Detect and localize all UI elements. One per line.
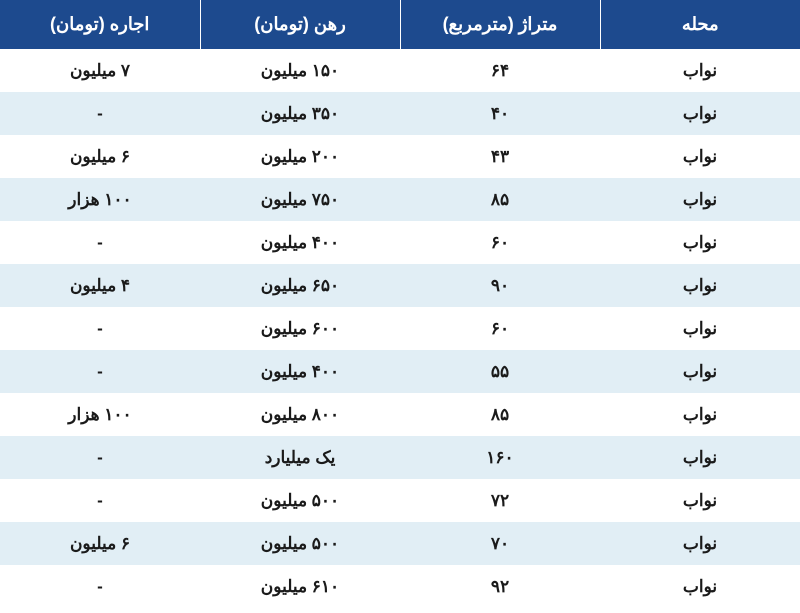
cell-area: ۵۵ <box>400 350 600 393</box>
cell-area: ۹۰ <box>400 264 600 307</box>
col-header-area: متراژ (مترمربع) <box>400 0 600 49</box>
cell-rent: ۷ میلیون <box>0 49 200 92</box>
cell-rent: ۶ میلیون <box>0 522 200 565</box>
cell-area: ۱۶۰ <box>400 436 600 479</box>
table-body: نواب۶۴۱۵۰ میلیون۷ میلیوننواب۴۰۳۵۰ میلیون… <box>0 49 800 608</box>
cell-area: ۸۵ <box>400 393 600 436</box>
cell-neighborhood: نواب <box>600 479 800 522</box>
table-header-row: محله متراژ (مترمربع) رهن (تومان) اجاره (… <box>0 0 800 49</box>
cell-rent: ۴ میلیون <box>0 264 200 307</box>
table-row: نواب۶۰۶۰۰ میلیون- <box>0 307 800 350</box>
cell-area: ۸۵ <box>400 178 600 221</box>
cell-rent: - <box>0 350 200 393</box>
table-row: نواب۷۰۵۰۰ میلیون۶ میلیون <box>0 522 800 565</box>
cell-area: ۶۰ <box>400 221 600 264</box>
cell-deposit: ۱۵۰ میلیون <box>200 49 400 92</box>
cell-neighborhood: نواب <box>600 565 800 608</box>
table-row: نواب۹۲۶۱۰ میلیون- <box>0 565 800 608</box>
table-row: نواب۶۰۴۰۰ میلیون- <box>0 221 800 264</box>
cell-area: ۴۰ <box>400 92 600 135</box>
cell-neighborhood: نواب <box>600 178 800 221</box>
cell-area: ۷۲ <box>400 479 600 522</box>
cell-area: ۷۰ <box>400 522 600 565</box>
cell-rent: - <box>0 92 200 135</box>
cell-rent: ۱۰۰ هزار <box>0 393 200 436</box>
cell-neighborhood: نواب <box>600 135 800 178</box>
table-row: نواب۱۶۰یک میلیارد- <box>0 436 800 479</box>
cell-neighborhood: نواب <box>600 350 800 393</box>
cell-deposit: ۶۵۰ میلیون <box>200 264 400 307</box>
cell-neighborhood: نواب <box>600 393 800 436</box>
cell-neighborhood: نواب <box>600 307 800 350</box>
cell-deposit: ۵۰۰ میلیون <box>200 479 400 522</box>
cell-neighborhood: نواب <box>600 436 800 479</box>
table-row: نواب۵۵۴۰۰ میلیون- <box>0 350 800 393</box>
col-header-deposit: رهن (تومان) <box>200 0 400 49</box>
col-header-neighborhood: محله <box>600 0 800 49</box>
cell-deposit: ۶۰۰ میلیون <box>200 307 400 350</box>
cell-rent: - <box>0 479 200 522</box>
cell-rent: - <box>0 565 200 608</box>
property-listing-table: محله متراژ (مترمربع) رهن (تومان) اجاره (… <box>0 0 800 608</box>
cell-rent: - <box>0 221 200 264</box>
cell-neighborhood: نواب <box>600 221 800 264</box>
cell-neighborhood: نواب <box>600 92 800 135</box>
cell-deposit: ۶۱۰ میلیون <box>200 565 400 608</box>
cell-neighborhood: نواب <box>600 49 800 92</box>
cell-deposit: ۷۵۰ میلیون <box>200 178 400 221</box>
table-row: نواب۴۳۲۰۰ میلیون۶ میلیون <box>0 135 800 178</box>
cell-deposit: ۳۵۰ میلیون <box>200 92 400 135</box>
table-row: نواب۸۵۷۵۰ میلیون۱۰۰ هزار <box>0 178 800 221</box>
cell-rent: ۶ میلیون <box>0 135 200 178</box>
cell-neighborhood: نواب <box>600 522 800 565</box>
cell-area: ۴۳ <box>400 135 600 178</box>
table-row: نواب۶۴۱۵۰ میلیون۷ میلیون <box>0 49 800 92</box>
cell-area: ۹۲ <box>400 565 600 608</box>
table-row: نواب۸۵۸۰۰ میلیون۱۰۰ هزار <box>0 393 800 436</box>
cell-area: ۶۰ <box>400 307 600 350</box>
cell-rent: ۱۰۰ هزار <box>0 178 200 221</box>
cell-deposit: ۴۰۰ میلیون <box>200 221 400 264</box>
cell-deposit: ۵۰۰ میلیون <box>200 522 400 565</box>
table-row: نواب۹۰۶۵۰ میلیون۴ میلیون <box>0 264 800 307</box>
cell-deposit: ۲۰۰ میلیون <box>200 135 400 178</box>
cell-deposit: ۸۰۰ میلیون <box>200 393 400 436</box>
col-header-rent: اجاره (تومان) <box>0 0 200 49</box>
cell-rent: - <box>0 307 200 350</box>
table-row: نواب۴۰۳۵۰ میلیون- <box>0 92 800 135</box>
cell-neighborhood: نواب <box>600 264 800 307</box>
table-row: نواب۷۲۵۰۰ میلیون- <box>0 479 800 522</box>
cell-deposit: ۴۰۰ میلیون <box>200 350 400 393</box>
cell-rent: - <box>0 436 200 479</box>
cell-area: ۶۴ <box>400 49 600 92</box>
cell-deposit: یک میلیارد <box>200 436 400 479</box>
